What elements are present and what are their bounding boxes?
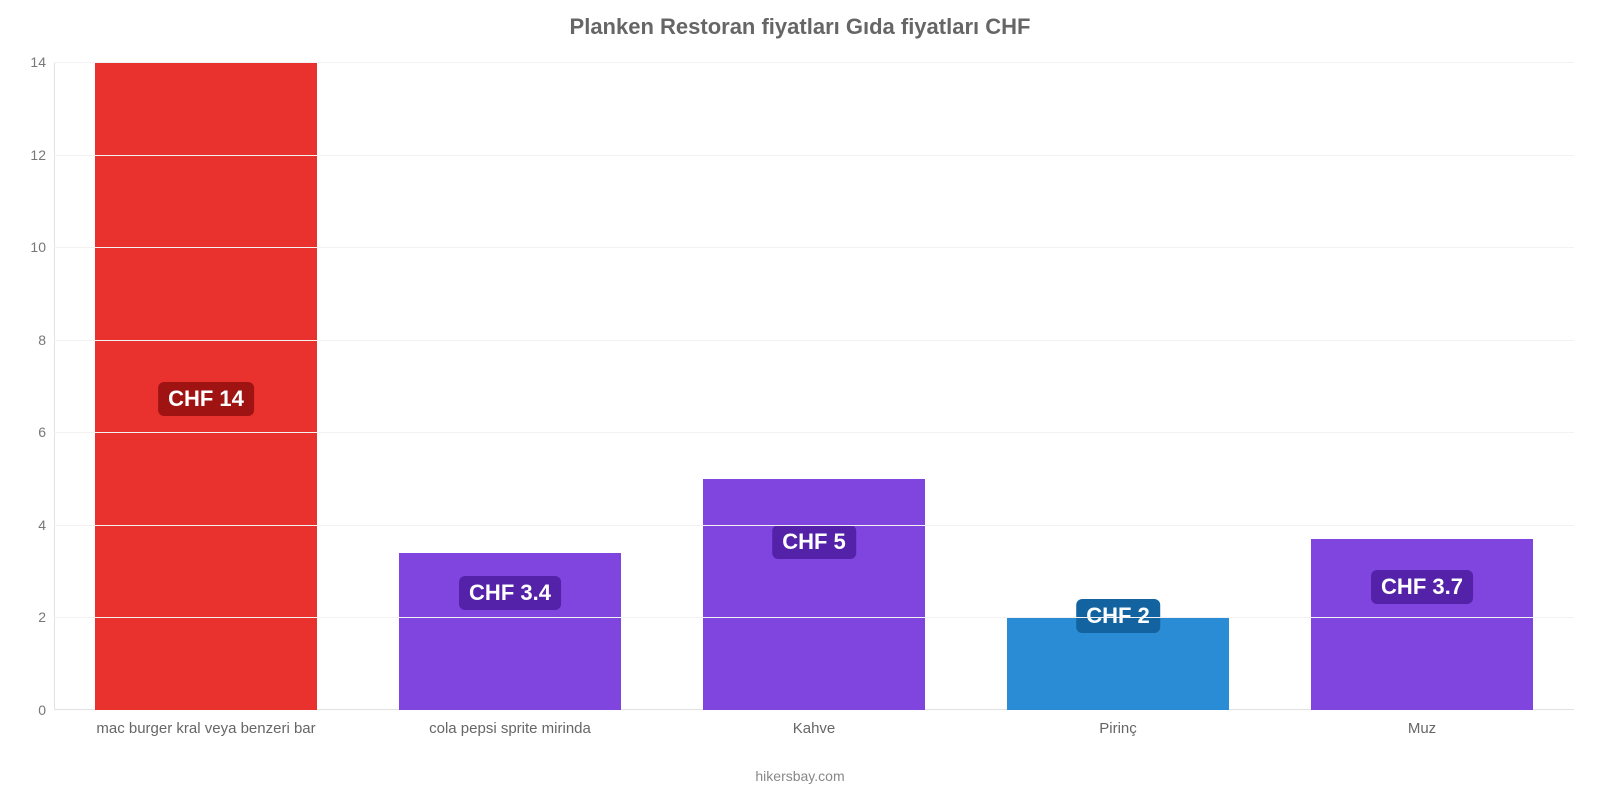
gridline: [54, 432, 1574, 433]
gridline: [54, 525, 1574, 526]
x-tick-label: mac burger kral veya benzeri bar: [96, 720, 315, 737]
y-tick-label: 4: [6, 517, 46, 533]
y-tick-label: 14: [6, 54, 46, 70]
y-tick-label: 8: [6, 332, 46, 348]
x-tick-label: Muz: [1408, 720, 1436, 737]
chart-title: Planken Restoran fiyatları Gıda fiyatlar…: [0, 0, 1600, 40]
bar-value-badge: CHF 5: [772, 525, 856, 559]
x-tick-label: Pirinç: [1099, 720, 1137, 737]
y-tick-label: 6: [6, 424, 46, 440]
footer-credit: hikersbay.com: [0, 768, 1600, 784]
gridline: [54, 617, 1574, 618]
plot-area: CHF 14CHF 3.4CHF 5CHF 2CHF 3.7 024681012…: [54, 62, 1574, 710]
gridline: [54, 340, 1574, 341]
gridline: [54, 155, 1574, 156]
y-tick-label: 2: [6, 609, 46, 625]
y-tick-label: 10: [6, 239, 46, 255]
x-tick-label: cola pepsi sprite mirinda: [429, 720, 591, 737]
y-tick-label: 0: [6, 702, 46, 718]
bar-value-badge: CHF 14: [158, 382, 254, 416]
bar-value-badge: CHF 2: [1076, 599, 1160, 633]
bars-layer: CHF 14 CHF 3.4 CHF 5 CHF 2 CHF 3.7: [54, 62, 1574, 710]
bar-value-badge: CHF 3.7: [1371, 570, 1473, 604]
y-tick-label: 12: [6, 147, 46, 163]
x-tick-label: Kahve: [793, 720, 836, 737]
chart-container: Planken Restoran fiyatları Gıda fiyatlar…: [0, 0, 1600, 800]
bar: [703, 479, 925, 710]
bar: [1311, 539, 1533, 710]
bar-value-badge: CHF 3.4: [459, 576, 561, 610]
gridline: [54, 247, 1574, 248]
gridline: [54, 62, 1574, 63]
